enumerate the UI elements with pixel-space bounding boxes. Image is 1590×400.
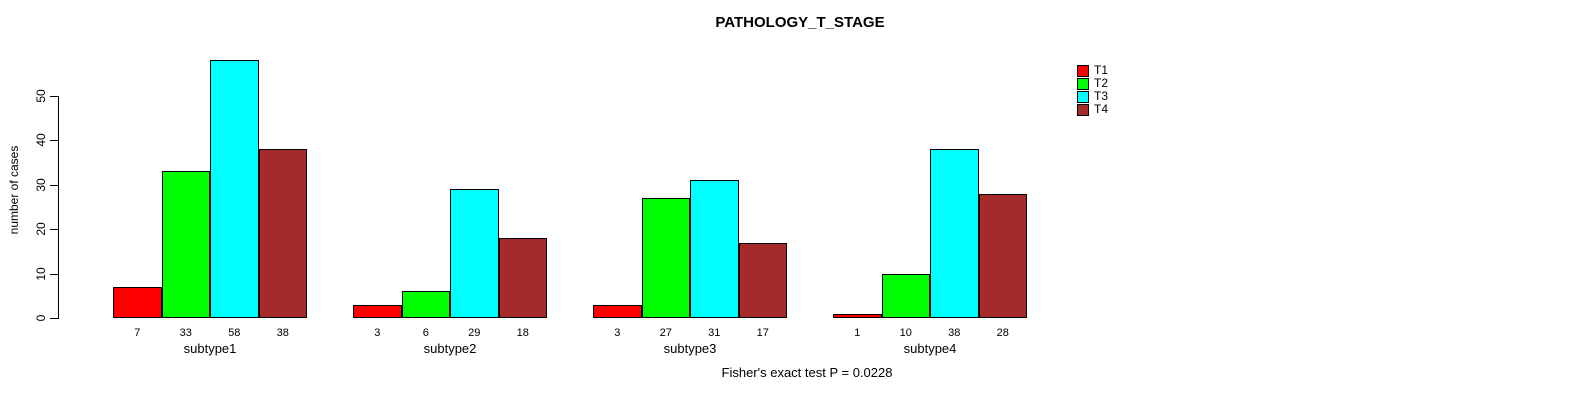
chart-title: PATHOLOGY_T_STAGE bbox=[715, 14, 885, 31]
legend-item-t4: T4 bbox=[1077, 103, 1108, 116]
bar-t1-subtype1 bbox=[113, 286, 162, 318]
bar-t4-subtype3 bbox=[738, 242, 787, 318]
legend-swatch-t3 bbox=[1077, 90, 1089, 103]
y-axis-tick-label: 20 bbox=[34, 222, 48, 236]
y-axis-tick bbox=[50, 273, 58, 275]
bar-t2-subtype1 bbox=[161, 171, 210, 318]
bar-value-label: 31 bbox=[708, 327, 721, 339]
category-label-subtype4: subtype4 bbox=[903, 341, 957, 356]
y-axis-tick bbox=[50, 140, 58, 142]
bar-value-label: 6 bbox=[422, 327, 429, 339]
legend-swatch-t4 bbox=[1077, 103, 1089, 116]
bar-value-label: 29 bbox=[468, 327, 481, 339]
legend-label: T2 bbox=[1094, 76, 1109, 90]
bar-value-label: 10 bbox=[899, 327, 912, 339]
bar-t1-subtype2 bbox=[353, 304, 402, 318]
bar-t2-subtype2 bbox=[401, 291, 450, 318]
bar-value-label: 58 bbox=[228, 327, 241, 339]
bar-t4-subtype4 bbox=[978, 193, 1027, 318]
y-axis-line bbox=[58, 96, 59, 319]
legend-item-t2: T2 bbox=[1077, 77, 1108, 90]
legend-swatch-t2 bbox=[1077, 77, 1089, 90]
legend-label: T3 bbox=[1094, 89, 1109, 103]
legend: T1 T2 T3 T4 bbox=[1077, 64, 1108, 116]
bar-value-label: 38 bbox=[276, 327, 289, 339]
bar-value-label: 17 bbox=[756, 327, 769, 339]
y-axis-tick bbox=[50, 229, 58, 231]
category-label-subtype1: subtype1 bbox=[183, 341, 237, 356]
legend-label: T1 bbox=[1094, 63, 1109, 77]
category-label-subtype2: subtype2 bbox=[423, 341, 477, 356]
bar-value-label: 38 bbox=[948, 327, 961, 339]
bar-t4-subtype2 bbox=[498, 238, 547, 318]
y-axis-label: number of cases bbox=[7, 145, 21, 235]
legend-swatch-t1 bbox=[1077, 64, 1089, 77]
statistical-test-annotation: Fisher's exact test P = 0.0228 bbox=[721, 365, 893, 380]
bar-t3-subtype2 bbox=[450, 189, 499, 318]
legend-label: T4 bbox=[1094, 102, 1109, 116]
y-axis-tick-label: 50 bbox=[34, 89, 48, 103]
y-axis-tick-label: 40 bbox=[34, 133, 48, 148]
bar-t1-subtype3 bbox=[593, 304, 642, 318]
y-axis-tick bbox=[50, 318, 58, 319]
y-axis-tick-label: 30 bbox=[34, 178, 48, 192]
y-axis-tick bbox=[50, 184, 58, 186]
bar-value-label: 3 bbox=[614, 327, 621, 339]
bar-t2-subtype3 bbox=[641, 198, 690, 318]
bar-t1-subtype4 bbox=[833, 313, 882, 318]
bar-value-label: 27 bbox=[659, 327, 672, 339]
bar-value-label: 7 bbox=[134, 327, 141, 339]
bar-t3-subtype3 bbox=[690, 180, 739, 318]
bar-value-label: 28 bbox=[996, 327, 1009, 339]
bar-t3-subtype1 bbox=[210, 60, 259, 318]
bar-value-label: 18 bbox=[516, 327, 529, 339]
legend-item-t3: T3 bbox=[1077, 90, 1108, 103]
y-axis-tick bbox=[50, 96, 58, 97]
category-label-subtype3: subtype3 bbox=[663, 341, 717, 356]
bar-t4-subtype1 bbox=[258, 149, 307, 318]
bar-value-label: 1 bbox=[854, 327, 861, 339]
legend-item-t1: T1 bbox=[1077, 64, 1108, 77]
bar-value-label: 3 bbox=[374, 327, 381, 339]
bar-value-label: 33 bbox=[179, 327, 192, 339]
y-axis-tick-label: 10 bbox=[34, 266, 48, 281]
bar-t3-subtype4 bbox=[930, 149, 979, 318]
bar-t2-subtype4 bbox=[881, 273, 930, 318]
y-axis-tick-label: 0 bbox=[34, 314, 48, 322]
